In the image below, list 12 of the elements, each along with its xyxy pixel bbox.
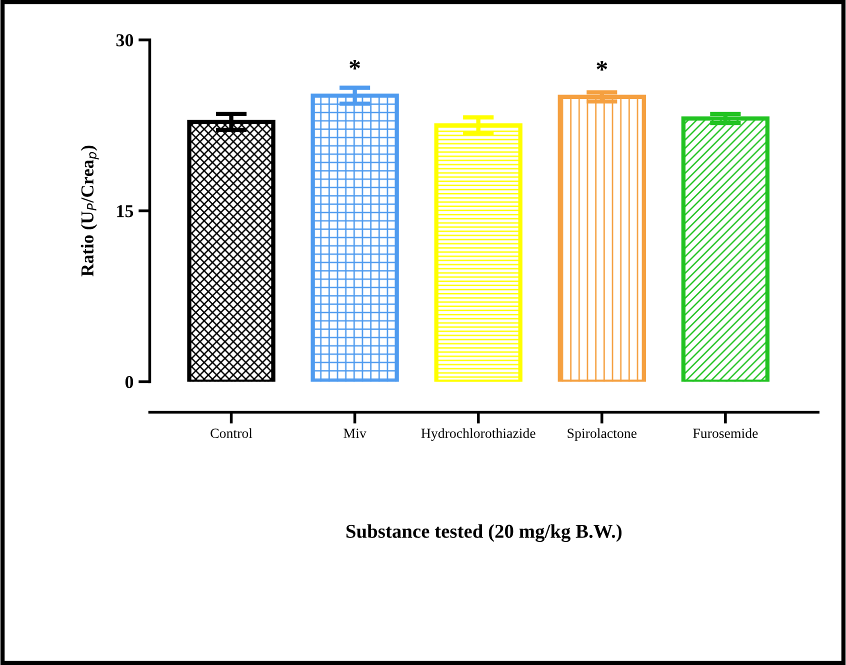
annotation: *: [596, 61, 608, 71]
x-tick-label: Furosemide: [693, 428, 758, 438]
y-axis-title: Ratio (U$_{P}$/Crea$_{p}$): [80, 146, 99, 276]
x-tick-label: Miv: [344, 428, 366, 438]
x-axis-title: Substance tested (20 mg/kg B.W.): [346, 524, 622, 542]
x-tick-label: Hydrochlorothiazide: [421, 428, 536, 441]
y-tick-label: 15: [117, 205, 134, 218]
y-tick-label: 30: [116, 34, 134, 46]
x-tick-label: Control: [210, 428, 252, 438]
x-tick-label: Spirolactone: [568, 428, 637, 441]
y-tick-label: 0: [125, 376, 134, 388]
annotation: *: [350, 60, 360, 70]
